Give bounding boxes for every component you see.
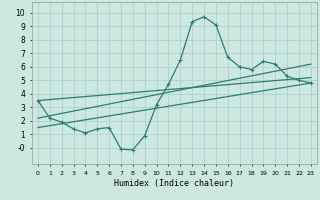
X-axis label: Humidex (Indice chaleur): Humidex (Indice chaleur) xyxy=(115,179,234,188)
